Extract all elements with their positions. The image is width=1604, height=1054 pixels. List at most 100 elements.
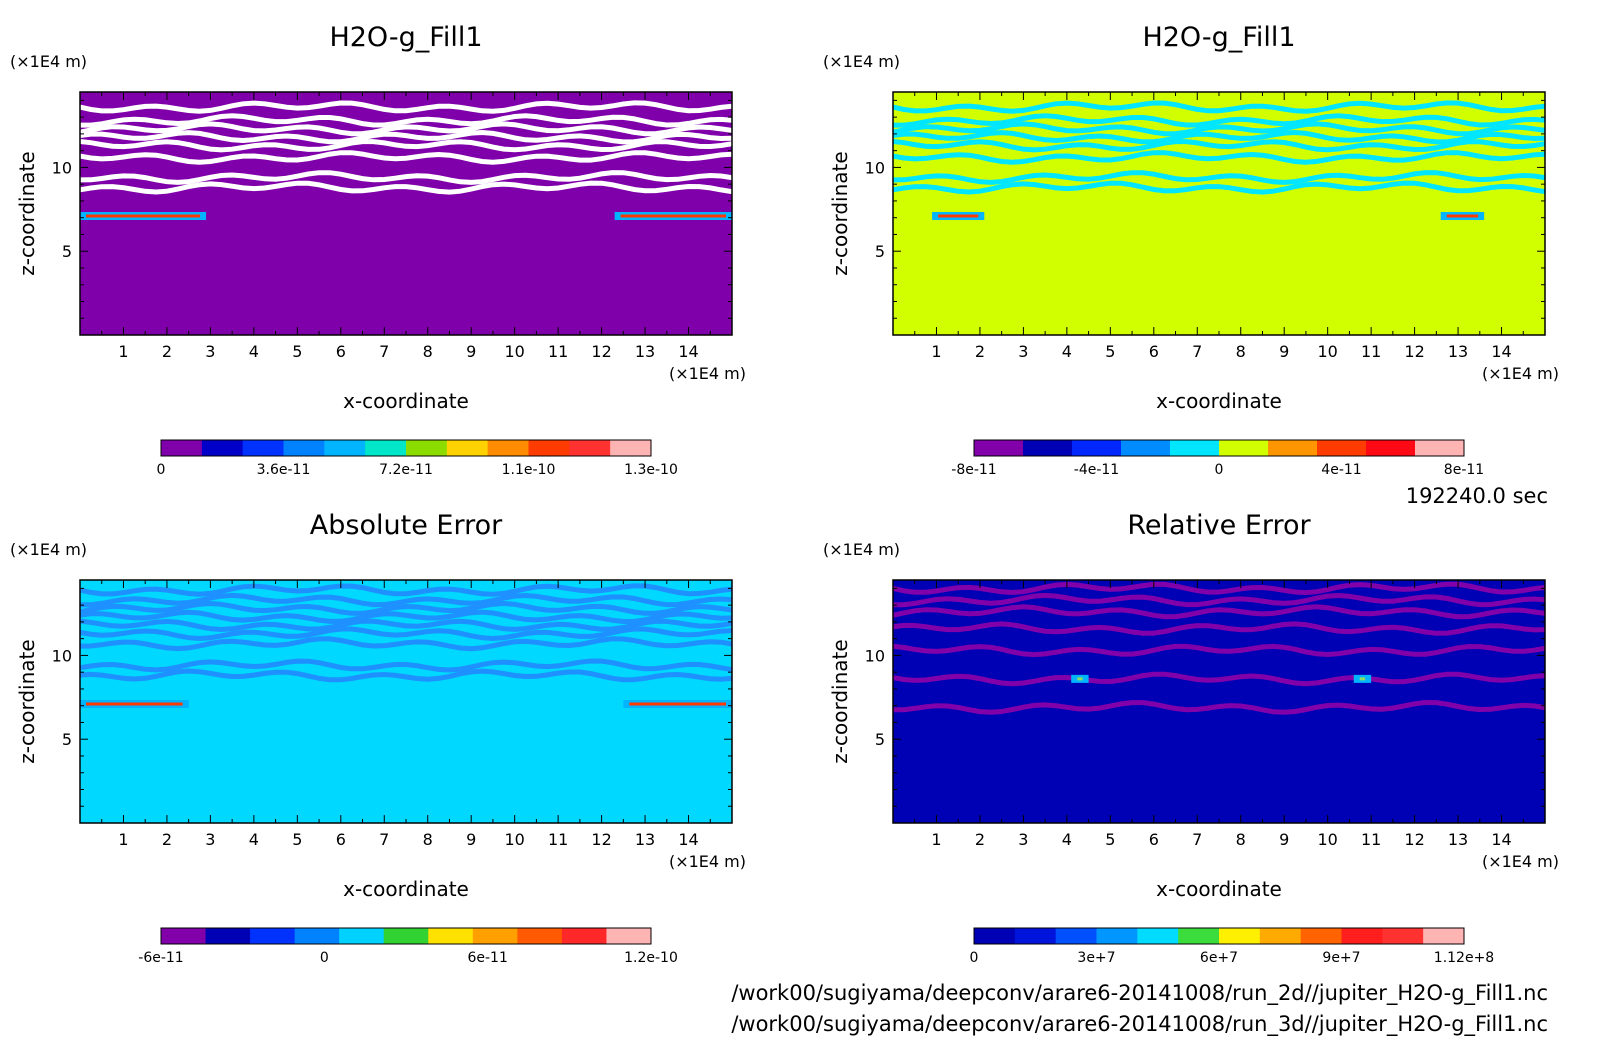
contour-band [80, 636, 732, 652]
colorbar-swatch [1023, 440, 1073, 456]
x-tick-label: 10 [504, 830, 524, 849]
y-tick-label: 5 [62, 242, 72, 261]
chart-panel-4: Relative Error(×1E4 m)1 2 3 4 5 6 7 8 9 10 11 12 13 1… [823, 510, 1559, 966]
x-tick-label: 6 [1149, 830, 1159, 849]
colorbar-swatch [283, 440, 325, 456]
colorbar-swatch [1072, 440, 1122, 456]
plot-area [893, 580, 1545, 823]
x-tick-label: 3 [1018, 830, 1028, 849]
contour-band [80, 139, 732, 153]
x-tick-label: 7 [379, 342, 389, 361]
x-tick-label: 11 [548, 830, 568, 849]
colorbar-swatch [1300, 928, 1342, 944]
colorbar-swatch [1382, 928, 1424, 944]
contour-band [80, 113, 732, 128]
contour-band [893, 100, 1545, 114]
colorbar-tick-label: 6e+7 [1200, 950, 1238, 966]
chart-panel-3: Absolute Error(×1E4 m)1 2 3 4 5 6 7 8 9 10 11 12 13 1… [10, 510, 746, 966]
y-axis-unit: (×1E4 m) [10, 52, 87, 71]
colorbar-swatch [1137, 928, 1179, 944]
x-tick-label: 5 [292, 830, 302, 849]
x-tick-label: 6 [336, 830, 346, 849]
y-tick-label: 5 [875, 730, 885, 749]
colorbar-frame [160, 439, 652, 457]
x-tick-label: 7 [1192, 830, 1202, 849]
panels-group: H2O-g_Fill1(×1E4 m)1 2 3 4 5 6 7 8 9 10 11 12 13 14(×… [10, 22, 1559, 966]
y-axis-unit: (×1E4 m) [10, 540, 87, 559]
x-tick-label: 5 [1105, 342, 1115, 361]
contour-band [893, 150, 1545, 165]
colorbar-swatch [383, 928, 429, 944]
x-tick-label: 13 [1448, 830, 1468, 849]
colorbar-tick-label: 4e-11 [1321, 462, 1361, 478]
colorbar-swatch [1219, 440, 1269, 456]
x-axis-unit: (×1E4 m) [1482, 852, 1559, 871]
x-tick-label: 2 [975, 830, 985, 849]
x-tick-label: 2 [162, 830, 172, 849]
colorbar-swatch [974, 928, 1016, 944]
contour-band [893, 180, 1545, 195]
contour-band [893, 621, 1545, 636]
colorbar-swatch [1014, 928, 1057, 944]
colorbar-swatch [1259, 928, 1302, 944]
contour-band [80, 170, 732, 185]
streak-core [86, 214, 201, 218]
colorbar-frame [973, 927, 1465, 945]
colorbar-swatch [324, 440, 366, 456]
x-tick-label: 3 [1018, 342, 1028, 361]
colorbar-tick-label: 1.1e-10 [502, 462, 556, 478]
x-axis-label: x-coordinate [1156, 877, 1282, 901]
contour-band [80, 609, 732, 625]
x-axis-unit: (×1E4 m) [669, 364, 746, 383]
colorbar-swatch [1268, 440, 1318, 456]
x-tick-label: 1 [931, 830, 941, 849]
colorbar-swatch [528, 440, 570, 456]
colorbar-swatch [242, 440, 284, 456]
x-tick-label: 4 [249, 830, 259, 849]
chart-title: Absolute Error [310, 510, 503, 541]
x-axis-label: x-coordinate [1156, 389, 1282, 413]
colorbar-tick-label: 6e-11 [467, 950, 507, 966]
contour-band [80, 180, 732, 195]
colorbar-swatch [472, 928, 518, 944]
chart-title: H2O-g_Fill1 [1142, 22, 1295, 53]
colorbar-swatch [406, 440, 448, 456]
contour-band [893, 643, 1545, 658]
colorbar-tick-label: -8e-11 [951, 462, 996, 478]
chart-panel-2: H2O-g_Fill1(×1E4 m)1 2 3 4 5 6 7 8 9 10 11 12 13 14(×… [823, 22, 1559, 478]
x-tick-label: 4 [1062, 830, 1072, 849]
x-tick-label: 2 [162, 342, 172, 361]
colorbar-swatch [339, 928, 385, 944]
colorbar-swatch [1121, 440, 1171, 456]
contour-band [80, 658, 732, 673]
colorbar-tick-label: 0 [970, 950, 979, 966]
contour-band [893, 699, 1545, 715]
contour-band [893, 113, 1545, 128]
x-tick-label: 11 [548, 342, 568, 361]
colorbar-swatch [1170, 440, 1220, 456]
contour-band [80, 592, 732, 608]
x-tick-label: 2 [975, 342, 985, 361]
x-tick-label: 14 [1491, 830, 1511, 849]
colorbar-swatch [1423, 928, 1465, 944]
contour-band [80, 668, 732, 683]
colorbar-swatch [161, 440, 203, 456]
colorbar-swatch [1366, 440, 1416, 456]
colorbar-swatch [161, 928, 207, 944]
contour-band [80, 600, 732, 616]
x-axis-unit: (×1E4 m) [669, 852, 746, 871]
colorbar-swatch [446, 440, 489, 456]
colorbar-swatch [428, 928, 474, 944]
colorbar-tick-label: 1.2e-10 [624, 950, 678, 966]
colorbar-swatch [517, 928, 563, 944]
x-tick-label: 5 [1105, 830, 1115, 849]
colorbar-tick-label: 3e+7 [1077, 950, 1115, 966]
x-tick-label: 8 [1236, 830, 1246, 849]
contour-band [80, 583, 732, 597]
y-axis-label: z-coordinate [15, 639, 39, 763]
contour-band [80, 150, 732, 165]
x-axis-label: x-coordinate [343, 877, 469, 901]
contour-band [893, 604, 1545, 620]
x-tick-label: 9 [466, 342, 476, 361]
contour-band [893, 671, 1545, 687]
